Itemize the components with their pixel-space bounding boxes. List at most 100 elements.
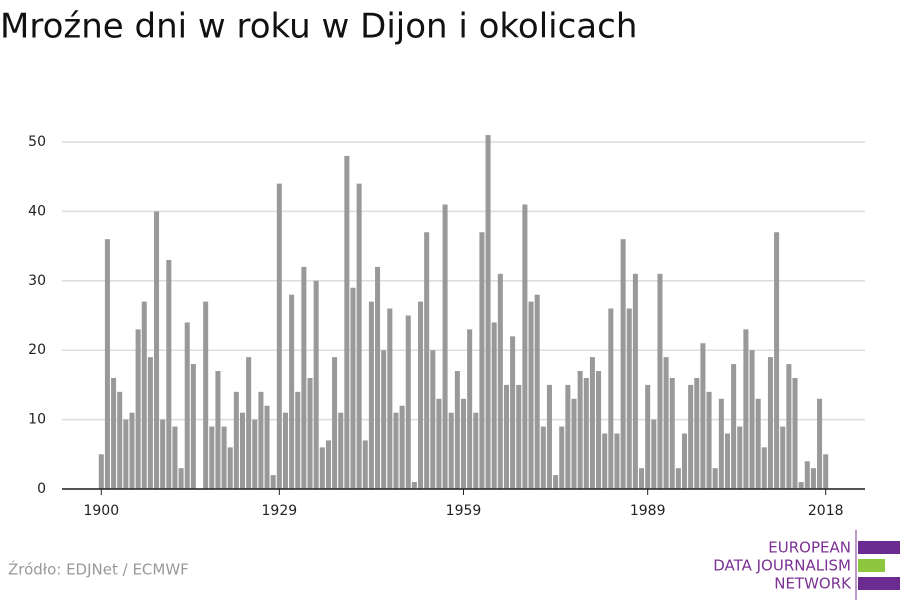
bar [479, 232, 485, 489]
bar [319, 447, 325, 489]
bar [448, 412, 454, 489]
bar [761, 447, 767, 489]
bar [491, 322, 497, 489]
bar [731, 364, 737, 489]
bar [681, 433, 688, 489]
y-tick-label: 40 [28, 203, 46, 219]
bar [817, 398, 823, 489]
bar [675, 468, 681, 489]
bar [528, 301, 534, 489]
bar [227, 447, 233, 489]
bar [332, 357, 338, 489]
y-tick-label: 10 [28, 412, 46, 428]
bar [246, 357, 252, 489]
bar [190, 364, 196, 489]
bar [178, 468, 184, 489]
bar [540, 426, 546, 489]
y-tick-label: 20 [28, 342, 46, 358]
bar [215, 371, 221, 489]
bar [626, 308, 632, 489]
logo-text: DATA JOURNALISM [713, 557, 851, 575]
bar [534, 294, 540, 489]
bar [767, 357, 773, 489]
bar [786, 364, 792, 489]
bar [810, 468, 816, 489]
bar [503, 384, 509, 489]
bar [602, 433, 608, 489]
bar [350, 287, 356, 489]
bar [516, 384, 522, 489]
bar [356, 183, 362, 489]
bar [639, 468, 645, 489]
bar [749, 350, 755, 489]
bar [295, 391, 301, 489]
bar [264, 405, 270, 489]
logo-bar [858, 541, 900, 554]
bar [344, 155, 350, 489]
bar [706, 391, 712, 489]
bar [203, 301, 209, 489]
bar [467, 329, 473, 489]
logo-text: NETWORK [774, 575, 852, 593]
bar [258, 391, 264, 489]
logo-text: EUROPEAN [768, 539, 851, 557]
bar [743, 329, 749, 489]
bar [700, 343, 706, 489]
bar [338, 412, 344, 489]
bar [645, 384, 651, 489]
bar [485, 135, 491, 489]
bar [381, 350, 387, 489]
bar [823, 454, 829, 489]
bar [313, 280, 319, 489]
bar [553, 475, 559, 489]
x-tick-label: 1989 [630, 503, 666, 519]
bar [774, 232, 780, 489]
y-tick-label: 30 [28, 273, 46, 289]
x-tick-label: 1959 [446, 503, 482, 519]
bar [362, 440, 368, 489]
bar [460, 398, 467, 489]
bar [424, 232, 430, 489]
bar [289, 294, 295, 489]
bar [442, 204, 448, 489]
bar [694, 377, 700, 489]
bar [614, 433, 620, 489]
bar [589, 357, 595, 489]
bar [510, 336, 516, 489]
x-tick-label: 1929 [262, 503, 298, 519]
bar [577, 371, 583, 489]
bar [282, 412, 288, 489]
bar [559, 426, 565, 489]
bar [405, 315, 411, 489]
bar [454, 371, 460, 489]
bar [252, 419, 258, 489]
source: Źródło: EDJNet / ECMWF [8, 560, 189, 579]
bar [565, 384, 571, 489]
bar [154, 211, 160, 489]
bar [387, 308, 393, 489]
bar [718, 398, 724, 489]
bar [663, 357, 669, 489]
bar [135, 329, 141, 489]
bar [141, 301, 147, 489]
bar [276, 183, 282, 489]
bar [166, 259, 172, 489]
bar [368, 301, 374, 489]
chart-title: Mroźne dni w roku w Dijon i okolicach [0, 7, 637, 47]
x-tick-label: 2018 [808, 503, 844, 519]
bar [104, 239, 110, 489]
bar [583, 377, 589, 489]
bar [620, 239, 626, 489]
bar [546, 384, 552, 489]
bar [307, 377, 313, 489]
logo: EUROPEAN DATA JOURNALISM NETWORK [713, 530, 900, 600]
bar [375, 266, 381, 489]
y-tick-label: 0 [37, 481, 46, 497]
bar [221, 426, 227, 489]
bar [657, 273, 663, 489]
bar [804, 461, 810, 489]
bar [184, 322, 190, 489]
bar [270, 475, 276, 489]
bar [688, 384, 694, 489]
